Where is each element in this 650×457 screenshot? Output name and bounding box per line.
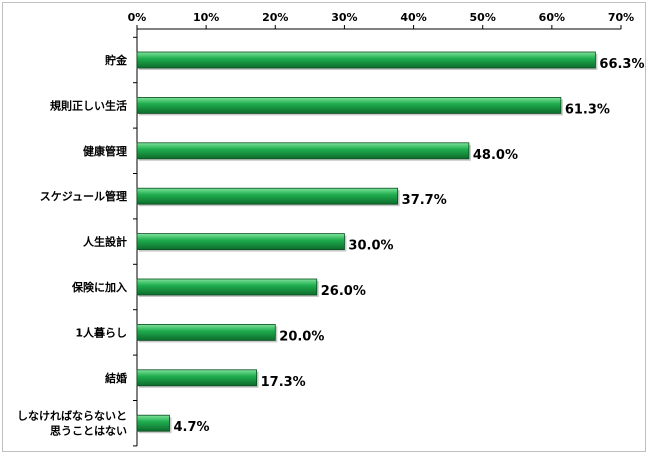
chart-frame: 0% 10% 20% 30% 40% 50% 60% 70% 貯金 66.3% 規則正しい生活 61… [2,2,646,452]
data-label: 66.3% [599,57,644,72]
data-label: 17.3% [261,375,306,390]
bar [136,187,399,205]
bar [136,97,562,114]
category-label: 規則正しい生活 [50,98,127,112]
category-label: 結婚 [105,371,127,385]
bar [136,51,596,69]
bar-layer [136,51,598,434]
bar [136,323,276,341]
x-tick-label: 0% [128,11,147,24]
x-tick-label: 50% [470,11,496,24]
bar-chart: 0% 10% 20% 30% 40% 50% 60% 70% 貯金 66.3% 規則正しい生活 61… [17,11,645,447]
data-label: 48.0% [473,148,518,163]
bar [136,233,345,251]
x-tick-label: 40% [400,11,426,24]
data-label: 30.0% [348,239,393,254]
category-label: 健康管理 [83,144,127,158]
data-label: 20.0% [279,329,324,344]
category-label: 1人暮らし [75,325,127,339]
category-label: 人生設計 [83,235,127,249]
category-label: 貯金 [105,53,128,67]
x-tick-label: 10% [193,11,219,24]
x-tick-label: 20% [262,11,288,24]
data-label: 61.3% [565,102,610,117]
x-tick-label: 70% [608,11,634,24]
data-label: 37.7% [402,193,447,208]
x-tick-label: 60% [539,11,565,24]
category-label: スケジュール管理 [40,189,127,203]
category-label: 保険に加入 [71,280,127,294]
bar [136,369,258,387]
x-tick-label: 30% [331,11,357,24]
data-label: 26.0% [321,284,366,299]
category-label: しなければならないと思うことはない [17,409,127,438]
bar [136,278,318,296]
bar [136,414,170,432]
label-layer: 貯金 66.3% 規則正しい生活 61.3% 健康管理 48.0% スケジュール管理 37.7… [17,53,645,438]
bar [136,142,470,160]
data-label: 4.7% [173,420,209,435]
